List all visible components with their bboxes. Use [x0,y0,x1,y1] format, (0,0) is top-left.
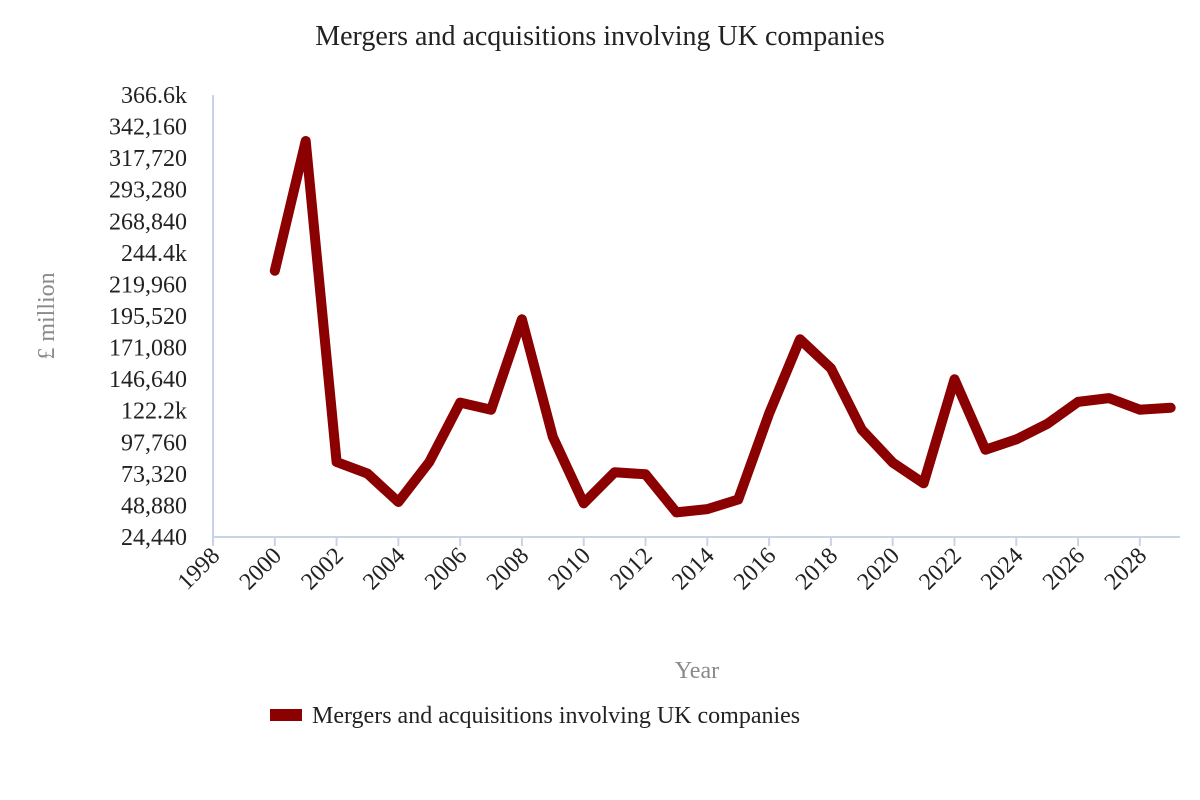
x-tick-label: 2018 [791,543,843,595]
x-tick-label: 2012 [605,543,657,595]
legend-label: Mergers and acquisitions involving UK co… [312,703,800,729]
legend[interactable]: Mergers and acquisitions involving UK co… [270,703,800,729]
series-line[interactable] [269,136,1176,518]
y-tick-label: 268,840 [109,209,187,235]
x-tick-label: 2020 [853,543,905,595]
x-tick-label: 2024 [976,543,1028,595]
y-tick-label: 293,280 [109,178,187,204]
y-axis: 24,440 48,880 73,320 97,760 122.2k 146,640 171… [109,83,214,551]
y-tick-label: 48,880 [121,493,187,519]
x-tick-label: 2002 [296,543,348,595]
y-tick-label: 317,720 [109,146,187,172]
x-tick-label: 2026 [1038,543,1090,595]
x-tick-label: 2028 [1100,543,1152,595]
y-tick-label: 73,320 [121,462,187,488]
y-tick-label: 146,640 [109,367,187,393]
y-tick-label: 366.6k [121,83,187,109]
x-tick-label: 2014 [667,543,719,595]
y-tick-label: 122.2k [121,399,187,425]
x-tick-label: 2022 [914,543,966,595]
x-tick-label: 2008 [482,543,534,595]
y-tick-label: 195,520 [109,304,187,330]
chart-title: Mergers and acquisitions involving UK co… [315,21,885,52]
y-tick-label: 97,760 [121,430,187,456]
x-tick-label: 2000 [235,543,287,595]
x-tick-label: 2016 [729,543,781,595]
x-tick-label: 2006 [420,543,472,595]
legend-swatch [270,709,302,721]
y-axis-title: £ million [34,272,60,359]
y-tick-label: 219,960 [109,272,187,298]
x-tick-label: 2010 [544,543,596,595]
y-tick-label: 342,160 [109,115,187,141]
y-tick-label: 244.4k [121,241,187,267]
x-tick-label: 2004 [358,543,410,595]
x-axis: 1998 2000 2002 2004 2006 2008 2010 2012 2014 2016… [173,536,1180,595]
series-lines [269,136,1176,518]
y-tick-label: 171,080 [109,336,187,362]
y-tick-label: 24,440 [121,525,187,551]
x-axis-title: Year [675,658,719,684]
